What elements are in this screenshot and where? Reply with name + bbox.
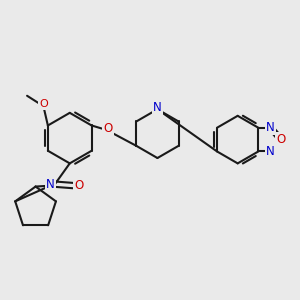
Text: N: N — [153, 101, 162, 114]
Text: O: O — [276, 133, 286, 146]
Text: N: N — [46, 178, 55, 191]
Text: O: O — [74, 179, 83, 192]
Text: N: N — [266, 121, 275, 134]
Text: N: N — [266, 145, 275, 158]
Text: O: O — [39, 99, 48, 109]
Text: O: O — [103, 122, 112, 135]
